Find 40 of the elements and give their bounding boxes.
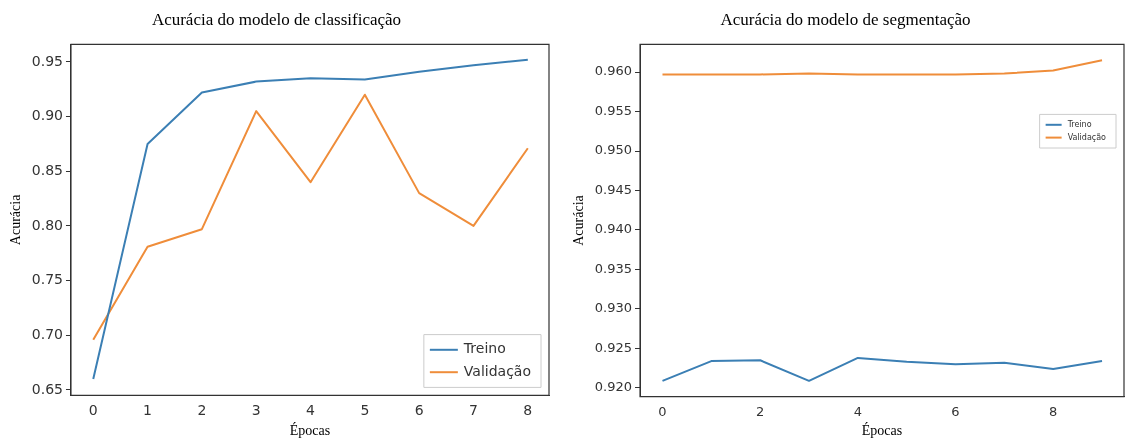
y-tick-label: 0.950 [594,142,633,158]
y-tick-label: 0.80 [31,216,63,233]
y-tick-label: 0.85 [31,161,63,178]
x-tick-label: 8 [523,402,533,419]
x-tick-label: 2 [756,403,765,419]
legend-label: Validação [463,362,531,379]
y-tick-label: 0.95 [31,52,63,69]
y-tick-label: 0.925 [594,339,633,355]
legend-label: Treino [462,340,506,357]
x-tick-label: 6 [414,402,424,419]
y-tick-label: 0.65 [31,380,63,397]
x-tick-label: 0 [88,402,98,419]
legend-label: Treino [1066,119,1092,129]
y-tick-label: 0.960 [594,63,633,79]
y-tick-label: 0.930 [594,300,633,316]
y-tick-label: 0.940 [594,221,633,237]
x-axis-title: Épocas [289,422,331,439]
y-tick-label: 0.955 [594,102,633,118]
y-tick-label: 0.945 [594,181,633,197]
chart-title: Acurácia do modelo de segmentação [720,9,971,29]
x-tick-label: 7 [469,402,478,419]
y-tick-label: 0.75 [31,271,63,288]
y-tick-label: 0.920 [594,379,633,395]
x-tick-label: 0 [658,403,667,419]
x-tick-label: 5 [360,402,370,419]
x-tick-label: 6 [951,403,960,419]
x-axis-title: Épocas [861,422,903,439]
y-tick-label: 0.935 [594,260,633,276]
x-tick-label: 8 [1049,403,1058,419]
y-axis-title: Acurácia [8,193,24,246]
y-axis-title: Acurácia [571,194,587,246]
x-tick-label: 4 [853,403,862,419]
x-tick-label: 4 [306,402,316,419]
y-tick-label: 0.70 [31,325,63,342]
x-tick-label: 1 [143,402,153,419]
x-tick-label: 3 [251,402,261,419]
legend-label: Validação [1067,132,1107,142]
x-tick-label: 2 [197,402,207,419]
chart-title: Acurácia do modelo de classificação [151,9,402,29]
y-tick-label: 0.90 [31,107,63,124]
